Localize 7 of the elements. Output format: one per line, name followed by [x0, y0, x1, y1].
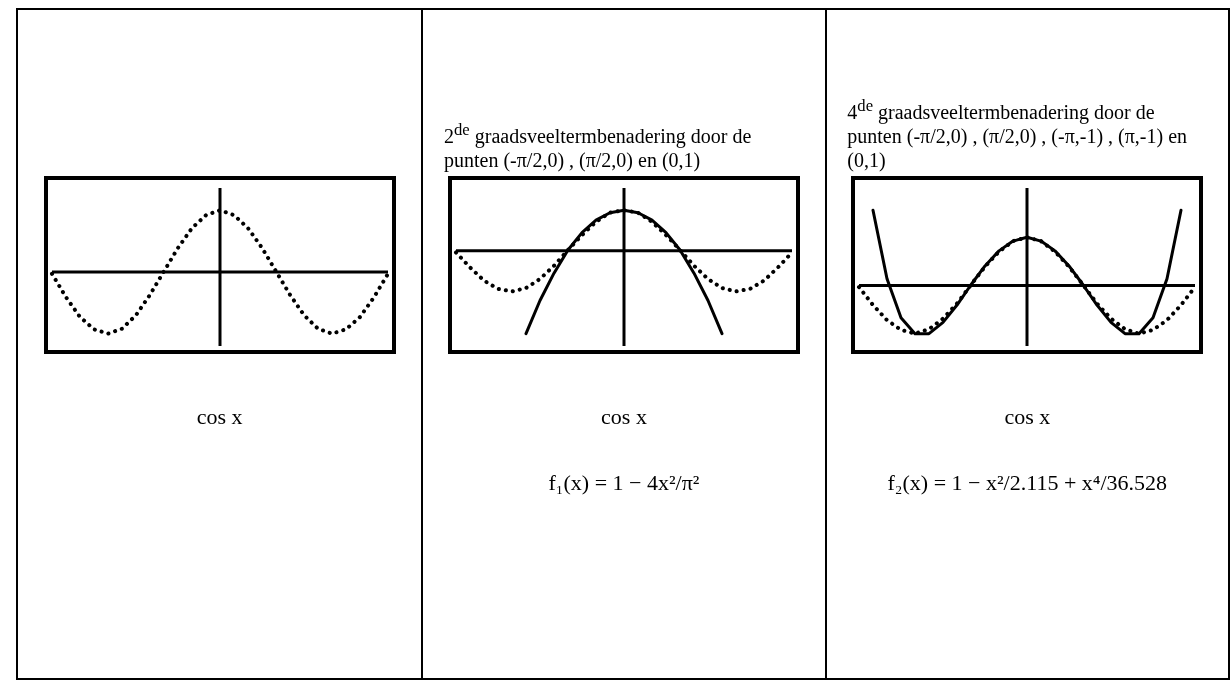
text: cos x — [196, 404, 243, 430]
chart-title: 4$^{de}$ graadsveeltermbenadering door de punten (-π/2,0) , (π/2,0) , (-π,-1) , (π,-1) en (0,1) — [847, 95, 1189, 172]
text: cos x — [1004, 404, 1051, 430]
text: cos x — [601, 404, 647, 430]
text: f₂(x) = 1 − x²/2.115 + x⁴/36.528 — [887, 470, 1168, 496]
chart-title: 2$^{de}$ graadsveeltermbenadering door de punten (-π/2,0) , (π/2,0) en (0,1) — [443, 119, 753, 172]
text: f₁(x) = 1 − 4x²/π² — [548, 470, 700, 496]
